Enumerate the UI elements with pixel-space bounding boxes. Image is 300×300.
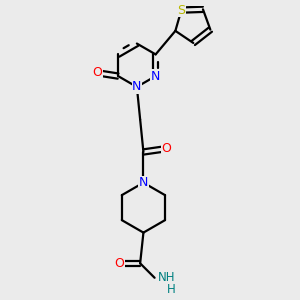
Text: NH: NH <box>158 271 176 284</box>
Text: S: S <box>177 4 185 16</box>
Text: N: N <box>139 176 148 189</box>
Text: H: H <box>167 283 175 296</box>
Text: O: O <box>92 66 102 79</box>
Text: O: O <box>114 257 124 270</box>
Text: O: O <box>161 142 171 155</box>
Text: N: N <box>132 80 142 93</box>
Text: N: N <box>151 70 160 83</box>
